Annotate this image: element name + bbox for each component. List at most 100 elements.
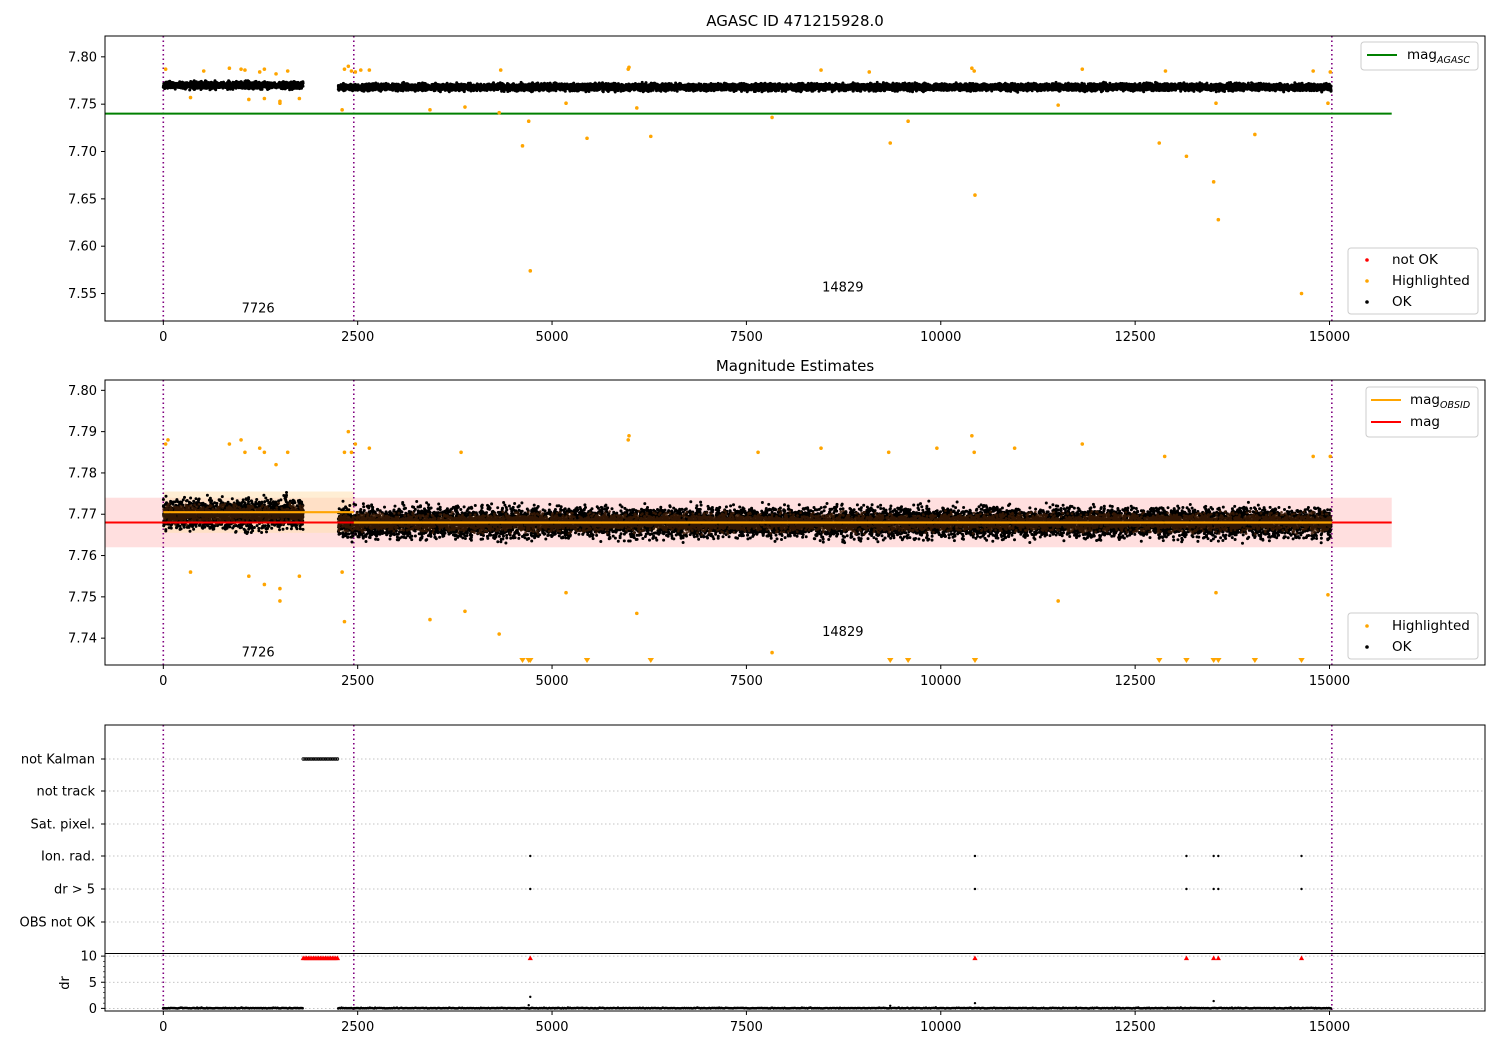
highlighted-point (340, 570, 344, 574)
highlighted-point (278, 99, 282, 104)
flag-row-label: not track (36, 785, 95, 800)
dr-capped-marker (1298, 955, 1305, 961)
highlighted-point (166, 438, 170, 442)
highlighted-point (342, 67, 347, 71)
highlighted-point (770, 650, 774, 655)
y-tick-label: 7.70 (68, 145, 97, 160)
highlighted-point (340, 108, 344, 112)
obsid-label: 7726 (242, 646, 275, 661)
highlighted-point (247, 574, 251, 578)
highlighted-point (342, 619, 347, 624)
highlighted-point (888, 141, 893, 145)
legend-marker-highlighted (1365, 279, 1369, 283)
panel-agasc-legend-points: not OK Highlighted OK (1347, 247, 1479, 315)
dr-outlier-point (529, 995, 532, 999)
highlighted-point (367, 68, 372, 72)
highlighted-point (227, 442, 232, 446)
highlighted-point (188, 570, 193, 574)
obsid-label: 14829 (822, 625, 863, 640)
flag-point (973, 854, 977, 858)
dr-capped-marker (334, 955, 341, 961)
legend-box (1360, 41, 1479, 71)
highlighted-point (367, 446, 372, 450)
legend-label-ok: OK (1392, 639, 1413, 655)
dr-outlier-point (1212, 999, 1215, 1003)
flag-point (1300, 887, 1303, 891)
highlighted-point (353, 70, 358, 74)
flag-point (335, 757, 340, 761)
flag-point (315, 757, 319, 761)
highlighted-point (274, 72, 278, 76)
highlighted-point (819, 446, 823, 450)
flag-point (1185, 854, 1188, 858)
flag-point (1212, 887, 1215, 891)
obsid-label: 14829 (822, 281, 863, 296)
legend-marker-highlighted (1365, 624, 1369, 628)
y-tick-label: 7.65 (68, 192, 97, 207)
highlighted-point (498, 68, 503, 72)
highlighted-point (463, 609, 467, 614)
legend-label-mag: mag (1410, 414, 1440, 430)
x-tick-label: 2500 (341, 674, 374, 689)
highlighted-point (349, 69, 354, 73)
highlighted-point (626, 438, 631, 442)
flag-point (303, 757, 307, 761)
highlighted-point (935, 446, 939, 450)
x-tick-label: 7500 (730, 674, 763, 689)
flag-point (330, 757, 335, 761)
panel-agasc-title: AGASC ID 471215928.0 (706, 12, 884, 30)
flag-point (328, 757, 333, 761)
highlighted-point (1328, 454, 1333, 459)
below-range-marker (1183, 658, 1190, 663)
flag-row-label: Sat. pixel. (31, 818, 95, 833)
flag-point (323, 757, 328, 761)
flag-point (325, 757, 329, 761)
highlighted-point (564, 101, 568, 106)
highlighted-point (278, 599, 282, 603)
y-tick-label: 7.60 (68, 240, 97, 255)
highlighted-point (297, 96, 302, 101)
highlighted-point (1299, 291, 1304, 296)
highlighted-point (262, 582, 267, 587)
highlighted-point (1012, 446, 1017, 450)
y-tick-label: 7.79 (68, 425, 97, 440)
panel-magnitude-legend-lines: magOBSID mag (1365, 386, 1479, 438)
x-tick-label: 15000 (1309, 674, 1350, 689)
flag-point (308, 757, 312, 761)
legend-label-mag-agasc: magAGASC (1407, 47, 1470, 66)
flag-point (1217, 887, 1220, 891)
below-range-marker (1210, 658, 1217, 663)
legend-label-not-ok: not OK (1392, 252, 1439, 268)
highlighted-point (285, 450, 290, 455)
x-tick-label: 7500 (730, 330, 763, 345)
x-tick-label: 7500 (730, 1020, 763, 1035)
flag-point (1212, 854, 1215, 858)
flag-point (322, 757, 326, 761)
highlighted-point (1216, 217, 1221, 222)
below-range-marker (1215, 658, 1222, 663)
below-range-marker (904, 658, 912, 663)
highlighted-point (770, 115, 774, 120)
flag-point (973, 887, 977, 891)
below-range-marker (1251, 658, 1259, 663)
y-tick-label: 7.75 (68, 590, 97, 605)
flag-point (316, 757, 321, 761)
highlighted-point (1080, 442, 1085, 446)
dr-capped-marker (527, 955, 533, 961)
highlighted-point (163, 67, 168, 71)
panel-agasc-plot-area: 7726 14829 0 2500 5000 7500 10000 12500 15000 7.5… (68, 36, 1392, 345)
highlighted-point (756, 450, 760, 455)
highlighted-point (648, 134, 653, 139)
legend-marker-ok (1365, 645, 1369, 649)
flag-point (332, 757, 336, 761)
below-range-marker (527, 658, 534, 663)
x-tick-label: 15000 (1309, 1020, 1350, 1035)
panel-flags-plot-area: not Kalman not track Sat. pixel. Ion. rad. d… (20, 725, 1485, 1035)
highlighted-point (526, 119, 531, 124)
below-range-marker (887, 658, 894, 663)
highlighted-point (346, 429, 351, 434)
y-tick-label: 7.74 (68, 632, 97, 647)
highlighted-point (1211, 180, 1216, 184)
flag-point (327, 757, 331, 761)
highlighted-point (1162, 454, 1167, 459)
